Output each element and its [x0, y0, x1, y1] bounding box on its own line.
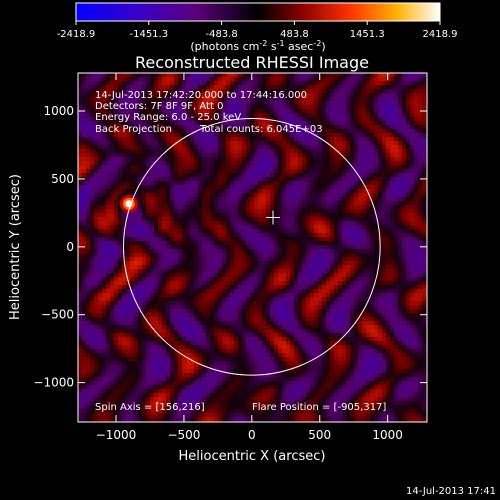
- x-tick-label: −1000: [96, 428, 137, 442]
- x-axis-label: Heliocentric X (arcsec): [179, 449, 326, 464]
- y-tick-label: −1000: [33, 376, 74, 390]
- y-axis: −1000 −500 0 500 1000: [33, 104, 427, 390]
- x-tick-label: −500: [167, 428, 200, 442]
- colorbar-tick-label: -1451.3: [129, 29, 168, 40]
- colorbar-tick-label: -2418.9: [57, 29, 96, 40]
- x-tick-label: 0: [248, 428, 256, 442]
- y-tick-label: 1000: [43, 104, 74, 118]
- annotation-algorithm: Back Projection: [95, 124, 172, 135]
- annotation-detectors: Detectors: 7F 8F 9F, Att 0: [95, 101, 223, 112]
- colorbar-tick-label: -483.8: [205, 29, 237, 40]
- x-tick-label: 1000: [372, 428, 403, 442]
- annotation-energy-range: Energy Range: 6.0 - 25.0 keV: [95, 112, 241, 123]
- y-tick-label: −500: [41, 308, 74, 322]
- colorbar-tick-label: 2418.9: [423, 29, 458, 40]
- colorbar-tick-label: 483.8: [280, 29, 309, 40]
- spin-axis-label: Spin Axis = [156,216]: [95, 402, 205, 413]
- colorbar-gradient: [75, 2, 441, 22]
- heatmap-image: [78, 73, 427, 422]
- flare-position-label: Flare Position = [-905,317]: [252, 402, 386, 413]
- annotation-block: 14-Jul-2013 17:42:20.000 to 17:44:16.000…: [95, 90, 323, 135]
- spin-axis-marker: [266, 210, 281, 225]
- y-axis-label: Heliocentric Y (arcsec): [8, 174, 23, 320]
- colorbar: -2418.9 -1451.3 -483.8 483.8 1451.3 2418.9 (p…: [57, 2, 458, 53]
- x-tick-label: 500: [308, 428, 331, 442]
- annotation-total-counts: Total counts: 6.045E+03: [199, 124, 323, 135]
- plot-frame: [77, 72, 428, 423]
- chart-title: Reconstructed RHESSI Image: [135, 53, 369, 72]
- footer-timestamp: 14-Jul-2013 17:41: [405, 486, 496, 497]
- y-tick-label: 0: [66, 240, 74, 254]
- colorbar-unit: (photons cm-2 s-1 asec-2): [190, 39, 325, 53]
- solar-disk-limb: [122, 117, 381, 376]
- y-tick-label: 500: [51, 172, 74, 186]
- annotation-time-range: 14-Jul-2013 17:42:20.000 to 17:44:16.000: [95, 90, 307, 101]
- colorbar-tick-label: 1451.3: [350, 29, 385, 40]
- x-axis: −1000 −500 0 500 1000: [96, 73, 403, 442]
- colorbar-ticks: -2418.9 -1451.3 -483.8 483.8 1451.3 2418.9: [57, 21, 458, 40]
